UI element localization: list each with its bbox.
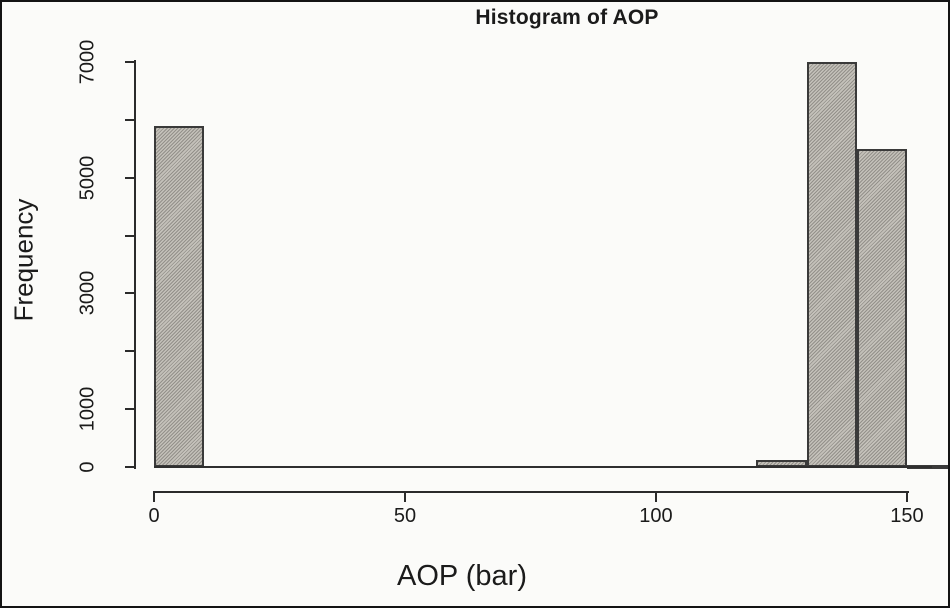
histogram-bar <box>756 460 807 467</box>
x-tick-label: 150 <box>890 505 924 527</box>
x-tick <box>654 491 657 502</box>
y-tick-label: 7000 <box>76 39 99 85</box>
y-tick <box>125 61 134 63</box>
y-tick <box>125 176 134 179</box>
y-axis-label: Frequency <box>8 198 39 322</box>
y-tick <box>125 350 134 353</box>
y-tick-label: 5000 <box>76 155 99 200</box>
y-axis-line <box>134 60 136 469</box>
x-axis-label: AOP (bar) <box>396 560 528 592</box>
y-tick <box>125 466 134 468</box>
histogram-bar <box>806 62 857 467</box>
x-tick <box>153 491 155 502</box>
x-tick <box>403 491 406 502</box>
histogram-bar <box>154 125 205 467</box>
y-tick-label: 1000 <box>76 386 99 432</box>
y-tick <box>125 118 134 121</box>
plot-baseline <box>154 466 932 468</box>
x-tick-label: 50 <box>393 505 417 527</box>
x-tick-label: 100 <box>639 505 673 527</box>
y-tick <box>125 292 134 295</box>
y-tick-label: 0 <box>76 461 99 473</box>
x-tick-label: 0 <box>148 505 160 527</box>
y-tick <box>125 408 134 411</box>
x-axis-line <box>154 491 909 493</box>
chart-title: Histogram of AOP <box>475 6 659 29</box>
y-tick <box>125 234 134 237</box>
x-tick <box>905 491 908 502</box>
histogram-bar <box>856 148 907 467</box>
y-tick-label: 3000 <box>76 271 99 316</box>
